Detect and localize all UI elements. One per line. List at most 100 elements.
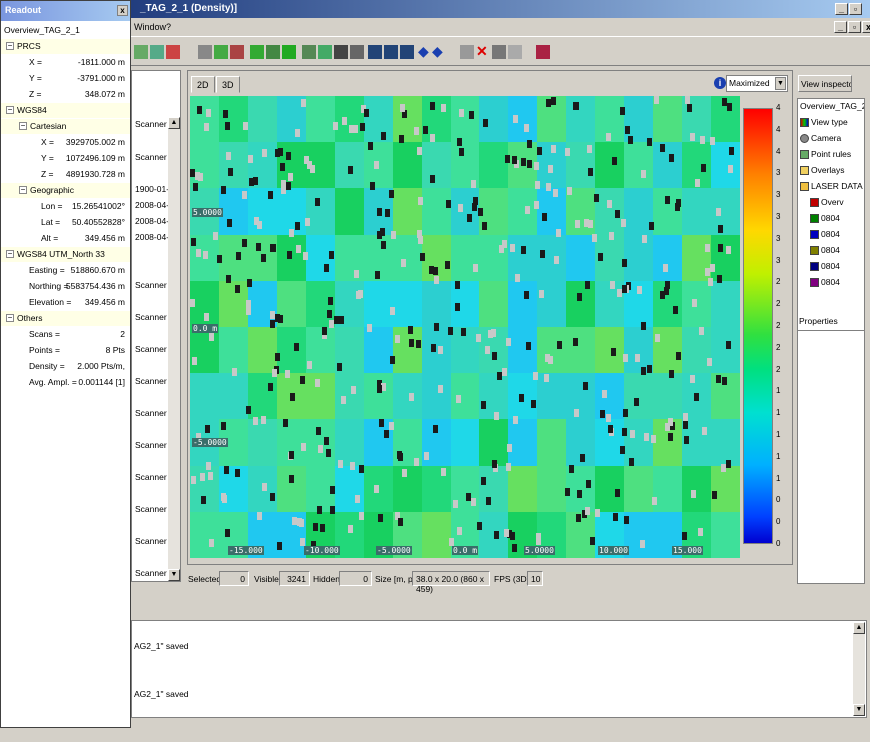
scroll-down-button[interactable]: ▼ xyxy=(853,704,865,716)
collapse-icon[interactable]: − xyxy=(6,41,14,50)
table-icon[interactable] xyxy=(318,45,332,59)
log-scrollbar[interactable]: ▲ ▼ xyxy=(853,622,865,716)
field-label: Lat = xyxy=(41,217,61,227)
menu-help[interactable]: ? xyxy=(166,22,172,32)
delete-icon[interactable]: ✕ xyxy=(476,43,488,59)
tree-item-scan[interactable]: 0804 xyxy=(810,213,840,224)
list-item[interactable]: Scanner 1 xyxy=(135,344,174,354)
scan-list[interactable]: Scanner 1 Scanner 1 1900-01-03 2008-04-2… xyxy=(131,70,181,582)
arrow-left-icon[interactable]: ◆ xyxy=(418,43,429,59)
list-item[interactable]: Scanner 1 xyxy=(135,280,174,290)
scroll-down-button[interactable]: ▼ xyxy=(168,569,180,581)
list-item[interactable]: Scanner 1 xyxy=(135,568,174,578)
collapse-icon[interactable]: − xyxy=(6,249,14,258)
view-mode-select[interactable]: Maximized ▼ xyxy=(726,75,788,92)
tab-view-inspector[interactable]: View inspector xyxy=(798,75,852,92)
log-panel[interactable]: AG2_1" saved AG2_1" saved ▲ ▼ xyxy=(131,620,867,718)
tree-item-camera[interactable]: Camera xyxy=(800,133,841,144)
view-icon[interactable] xyxy=(134,45,148,59)
group-cartesian[interactable]: − Cartesian xyxy=(1,119,130,134)
collapse-icon[interactable]: − xyxy=(19,121,27,130)
readout-row: Avg. Ampl. = 0.001144 [1] xyxy=(1,375,130,390)
group-utm[interactable]: − WGS84 UTM_North 33 xyxy=(1,247,130,262)
list-item[interactable]: Scanner 1 xyxy=(135,152,174,162)
point-marker xyxy=(640,540,645,548)
tree-item-scan[interactable]: 0804 xyxy=(810,261,840,272)
point-marker xyxy=(399,135,404,143)
tree-item-overlays[interactable]: Overlays xyxy=(800,165,845,176)
add-icon[interactable] xyxy=(250,45,264,59)
point-marker xyxy=(248,155,253,163)
tree-item-scan[interactable]: 0804 xyxy=(810,277,840,288)
list-item[interactable]: Scanner 1 xyxy=(135,536,174,546)
tool-icon[interactable] xyxy=(198,45,212,59)
inspector-tree[interactable]: Overview_TAG_2 View type Camera Point ru… xyxy=(797,98,865,360)
arrow-right-icon[interactable]: ◆ xyxy=(432,43,443,59)
tree-item-overview[interactable]: Overv xyxy=(810,197,844,208)
collapse-icon[interactable]: − xyxy=(19,185,27,194)
point-marker xyxy=(695,179,700,187)
tree-root[interactable]: Overview_TAG_2 xyxy=(800,101,865,111)
grid-icon[interactable] xyxy=(166,45,180,59)
minimize-button[interactable]: _ xyxy=(835,3,848,15)
close-icon[interactable]: x xyxy=(117,5,128,16)
grid-view-icon[interactable] xyxy=(282,45,296,59)
list-item[interactable]: 2008-04-24 xyxy=(135,232,179,242)
tab-2d[interactable]: 2D xyxy=(191,76,215,93)
paste-icon[interactable] xyxy=(492,45,506,59)
mdi-restore-button[interactable]: ▫ xyxy=(848,21,861,33)
chart-icon[interactable] xyxy=(302,45,316,59)
list-item[interactable]: Scanner 1 xyxy=(135,312,174,322)
mdi-close-button[interactable]: x xyxy=(862,21,870,33)
layout-horizontal-icon[interactable] xyxy=(368,45,382,59)
restore-button[interactable]: ▫ xyxy=(849,3,862,15)
properties-panel[interactable] xyxy=(797,330,865,584)
list-item[interactable]: Scanner 1 xyxy=(135,504,174,514)
list-item[interactable]: 2008-04-24 xyxy=(135,216,179,226)
list-item[interactable]: Scanner 1 xyxy=(135,472,174,482)
status-bar: Selected: 0 Visible: 3241 Hidden: 0 Size… xyxy=(187,570,793,594)
tree-item-point-rules[interactable]: Point rules xyxy=(800,149,851,160)
tree-item-view-type[interactable]: View type xyxy=(800,117,848,128)
properties-icon[interactable] xyxy=(508,45,522,59)
mdi-minimize-button[interactable]: _ xyxy=(834,21,847,33)
layout-vertical-icon[interactable] xyxy=(384,45,398,59)
list-item[interactable]: 2008-04-24 xyxy=(135,200,179,210)
list-scrollbar[interactable]: ▲ ▼ xyxy=(168,117,180,581)
list-item[interactable]: Scanner 1 xyxy=(135,376,174,386)
menu-window[interactable]: Window xyxy=(134,22,167,32)
point-marker xyxy=(478,208,483,216)
select-icon[interactable] xyxy=(214,45,228,59)
info-icon[interactable]: i xyxy=(714,77,726,89)
log-line: AG2_1" saved xyxy=(134,641,189,651)
readout-root[interactable]: Overview_TAG_2_1 xyxy=(1,23,130,38)
density-cell xyxy=(334,96,364,143)
list-item[interactable]: 1900-01-03 xyxy=(135,184,179,194)
group-others[interactable]: − Others xyxy=(1,311,130,326)
group-geographic[interactable]: − Geographic xyxy=(1,183,130,198)
image-icon[interactable] xyxy=(150,45,164,59)
scroll-up-button[interactable]: ▲ xyxy=(168,117,180,129)
list-item[interactable]: Scanner 1 xyxy=(135,119,174,129)
tree-item-scan[interactable]: 0804 xyxy=(810,229,840,240)
density-plot[interactable]: 5.0000 0.0 m -5.0000 -15.000 -10.000 -5.… xyxy=(190,96,740,558)
tree-item-scan[interactable]: 0804 xyxy=(810,245,840,256)
filter-icon[interactable] xyxy=(266,45,280,59)
deselect-icon[interactable] xyxy=(230,45,244,59)
book-icon[interactable] xyxy=(536,45,550,59)
tab-3d[interactable]: 3D xyxy=(216,76,240,93)
group-wgs84[interactable]: − WGS84 xyxy=(1,103,130,118)
layout-split-icon[interactable] xyxy=(400,45,414,59)
collapse-icon[interactable]: − xyxy=(6,105,14,114)
export-icon[interactable] xyxy=(350,45,364,59)
tree-item-laser-data[interactable]: LASER DATA xyxy=(800,181,863,192)
chevron-down-icon[interactable]: ▼ xyxy=(775,77,786,90)
link-icon[interactable] xyxy=(334,45,348,59)
scroll-up-button[interactable]: ▲ xyxy=(853,622,865,634)
collapse-icon[interactable]: − xyxy=(6,313,14,322)
copy-icon[interactable] xyxy=(460,45,474,59)
color-bar-tick: 4 xyxy=(776,103,781,112)
group-prcs[interactable]: − PRCS xyxy=(1,39,130,54)
list-item[interactable]: Scanner 1 xyxy=(135,408,174,418)
list-item[interactable]: Scanner 1 xyxy=(135,440,174,450)
